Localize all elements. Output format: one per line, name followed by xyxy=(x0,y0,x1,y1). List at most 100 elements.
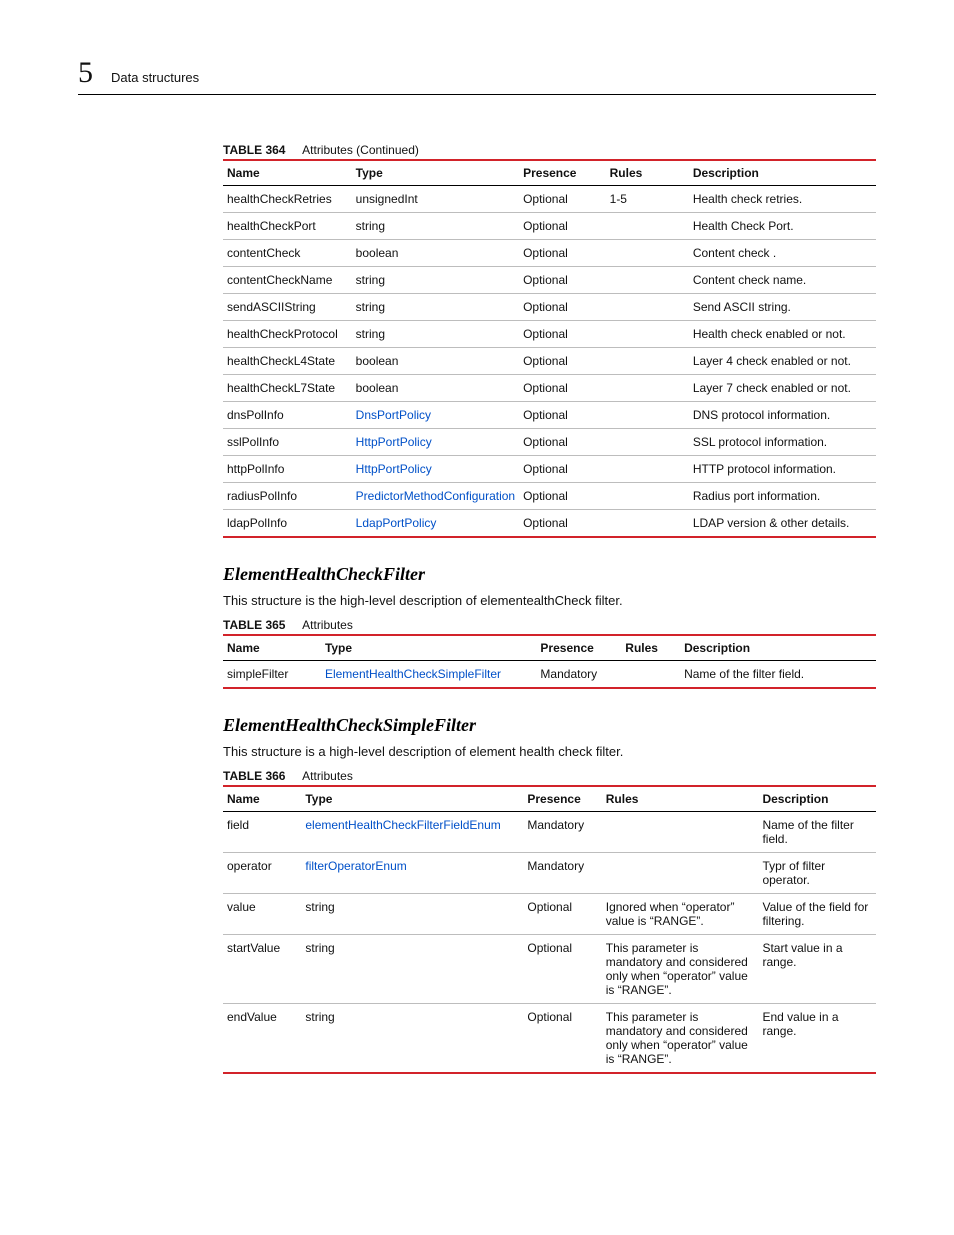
cell-presence: Mandatory xyxy=(536,661,621,689)
type-link[interactable]: LdapPortPolicy xyxy=(356,516,437,530)
cell-description: Name of the filter field. xyxy=(680,661,876,689)
cell-name: healthCheckProtocol xyxy=(223,321,352,348)
cell-rules: This parameter is mandatory and consider… xyxy=(602,935,759,1004)
col-type: Type xyxy=(301,786,523,812)
cell-rules xyxy=(606,510,689,538)
cell-rules xyxy=(606,402,689,429)
cell-rules xyxy=(606,213,689,240)
col-name: Name xyxy=(223,635,321,661)
cell-presence: Optional xyxy=(519,429,606,456)
type-link[interactable]: elementHealthCheckFilterFieldEnum xyxy=(305,818,500,832)
cell-name: healthCheckL7State xyxy=(223,375,352,402)
type-link[interactable]: DnsPortPolicy xyxy=(356,408,431,422)
cell-rules xyxy=(606,321,689,348)
cell-presence: Mandatory xyxy=(523,812,601,853)
cell-rules xyxy=(606,375,689,402)
cell-rules xyxy=(606,483,689,510)
cell-type: string xyxy=(352,213,519,240)
cell-presence: Optional xyxy=(519,294,606,321)
table-364-caption: TABLE 364 Attributes (Continued) xyxy=(223,143,876,157)
cell-presence: Optional xyxy=(519,348,606,375)
page: 5 Data structures TABLE 364 Attributes (… xyxy=(0,0,954,1140)
cell-name: simpleFilter xyxy=(223,661,321,689)
cell-name: sslPolInfo xyxy=(223,429,352,456)
table-row: radiusPolInfo PredictorMethodConfiguratio… xyxy=(223,483,876,510)
type-link[interactable]: filterOperatorEnum xyxy=(305,859,406,873)
cell-rules xyxy=(621,661,680,689)
cell-name: contentCheck xyxy=(223,240,352,267)
table-row: valuestringOptionalIgnored when “operato… xyxy=(223,894,876,935)
table-row: ldapPolInfoLdapPortPolicyOptionalLDAP ve… xyxy=(223,510,876,538)
cell-presence: Optional xyxy=(519,267,606,294)
cell-type: ElementHealthCheckSimpleFilter xyxy=(321,661,536,689)
cell-description: Name of the filter field. xyxy=(758,812,876,853)
table-row: endValuestringOptionalThis parameter is … xyxy=(223,1004,876,1074)
cell-description: LDAP version & other details. xyxy=(689,510,876,538)
cell-description: HTTP protocol information. xyxy=(689,456,876,483)
chapter-title: Data structures xyxy=(111,70,199,85)
section-heading-element-health-check-simple-filter: ElementHealthCheckSimpleFilter xyxy=(223,715,876,736)
cell-description: Typr of filter operator. xyxy=(758,853,876,894)
type-link[interactable]: HttpPortPolicy xyxy=(356,435,432,449)
cell-description: Health Check Port. xyxy=(689,213,876,240)
cell-description: Start value in a range. xyxy=(758,935,876,1004)
col-presence: Presence xyxy=(536,635,621,661)
cell-presence: Optional xyxy=(519,213,606,240)
type-link[interactable]: ElementHealthCheckSimpleFilter xyxy=(325,667,501,681)
table-365-label: TABLE 365 xyxy=(223,618,285,632)
cell-rules: Ignored when “operator” value is “RANGE”… xyxy=(602,894,759,935)
cell-type: boolean xyxy=(352,240,519,267)
cell-presence: Optional xyxy=(519,375,606,402)
cell-presence: Optional xyxy=(523,894,601,935)
cell-name: field xyxy=(223,812,301,853)
cell-description: SSL protocol information. xyxy=(689,429,876,456)
cell-rules xyxy=(606,348,689,375)
cell-type: elementHealthCheckFilterFieldEnum xyxy=(301,812,523,853)
cell-description: End value in a range. xyxy=(758,1004,876,1074)
table-366-title: Attributes xyxy=(302,769,353,783)
table-365-caption: TABLE 365 Attributes xyxy=(223,618,876,632)
table-row: operatorfilterOperatorEnumMandatoryTypr … xyxy=(223,853,876,894)
cell-type: HttpPortPolicy xyxy=(352,456,519,483)
table-row: healthCheckRetriesunsignedIntOptional1-5… xyxy=(223,186,876,213)
cell-presence: Optional xyxy=(523,1004,601,1074)
cell-type: string xyxy=(352,294,519,321)
cell-rules xyxy=(606,267,689,294)
cell-description: Radius port information. xyxy=(689,483,876,510)
cell-name: healthCheckRetries xyxy=(223,186,352,213)
table-row: dnsPolInfoDnsPortPolicyOptionalDNS proto… xyxy=(223,402,876,429)
cell-rules: This parameter is mandatory and consider… xyxy=(602,1004,759,1074)
cell-name: radiusPolInfo xyxy=(223,483,352,510)
table-row: startValuestringOptionalThis parameter i… xyxy=(223,935,876,1004)
cell-type: PredictorMethodConfiguration xyxy=(352,483,519,510)
table-366: Name Type Presence Rules Description fie… xyxy=(223,785,876,1074)
cell-rules xyxy=(606,456,689,483)
col-rules: Rules xyxy=(606,160,689,186)
cell-description: Layer 4 check enabled or not. xyxy=(689,348,876,375)
cell-type: LdapPortPolicy xyxy=(352,510,519,538)
cell-type: string xyxy=(352,321,519,348)
section-heading-element-health-check-filter: ElementHealthCheckFilter xyxy=(223,564,876,585)
cell-name: contentCheckName xyxy=(223,267,352,294)
table-row: simpleFilter ElementHealthCheckSimpleFilt… xyxy=(223,661,876,689)
type-link[interactable]: PredictorMethodConfiguration xyxy=(356,489,515,503)
cell-type: filterOperatorEnum xyxy=(301,853,523,894)
col-rules: Rules xyxy=(602,786,759,812)
type-link[interactable]: HttpPortPolicy xyxy=(356,462,432,476)
cell-description: Health check enabled or not. xyxy=(689,321,876,348)
table-header-row: Name Type Presence Rules Description xyxy=(223,160,876,186)
cell-name: httpPolInfo xyxy=(223,456,352,483)
table-row: healthCheckPortstringOptional Health Chec… xyxy=(223,213,876,240)
cell-presence: Optional xyxy=(519,402,606,429)
cell-name: endValue xyxy=(223,1004,301,1074)
cell-name: sendASCIIString xyxy=(223,294,352,321)
table-366-caption: TABLE 366 Attributes xyxy=(223,769,876,783)
cell-rules xyxy=(602,812,759,853)
cell-type: string xyxy=(301,935,523,1004)
cell-name: healthCheckPort xyxy=(223,213,352,240)
cell-name: operator xyxy=(223,853,301,894)
cell-rules xyxy=(606,429,689,456)
col-rules: Rules xyxy=(621,635,680,661)
table-row: healthCheckL7StatebooleanOptionalLayer 7… xyxy=(223,375,876,402)
col-name: Name xyxy=(223,160,352,186)
